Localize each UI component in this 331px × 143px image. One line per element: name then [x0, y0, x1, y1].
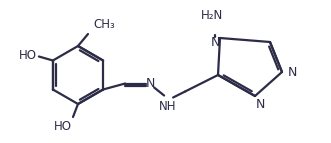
Text: HO: HO [19, 49, 37, 62]
Text: CH₃: CH₃ [93, 18, 115, 31]
Text: H₂N: H₂N [201, 9, 223, 22]
Text: N: N [210, 36, 220, 49]
Text: N: N [255, 98, 265, 111]
Text: N: N [287, 65, 297, 79]
Text: N: N [145, 77, 155, 90]
Text: HO: HO [54, 120, 72, 133]
Text: NH: NH [159, 101, 177, 114]
